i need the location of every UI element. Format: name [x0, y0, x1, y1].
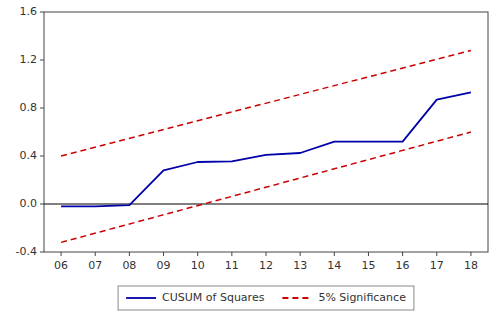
legend-item: CUSUM of Squares — [126, 291, 265, 304]
x-tick — [402, 252, 403, 256]
x-tick-label: 15 — [361, 259, 375, 272]
x-tick-label: 14 — [327, 259, 341, 272]
x-tick-label: 13 — [293, 259, 307, 272]
y-tick — [40, 12, 44, 13]
axes: -0.4 0.0 0.4 0.8 1.2 1.6 06 07 08 09 10 11 12 13 14 15 1… — [16, 5, 478, 272]
y-tick — [40, 60, 44, 61]
plot-area — [44, 50, 488, 242]
x-tick — [163, 252, 164, 256]
x-tick — [129, 252, 130, 256]
x-tick-label: 18 — [464, 259, 478, 272]
y-tick — [40, 156, 44, 157]
x-tick-label: 09 — [157, 259, 171, 272]
plot-frame — [44, 12, 488, 252]
legend-label: 5% Significance — [318, 291, 406, 304]
y-tick — [40, 252, 44, 253]
series-line — [61, 92, 471, 206]
x-tick-label: 07 — [88, 259, 102, 272]
legend-label: CUSUM of Squares — [162, 291, 265, 304]
legend-swatch — [282, 297, 312, 299]
x-tick — [470, 252, 471, 256]
y-tick — [40, 108, 44, 109]
series-line — [61, 50, 471, 156]
legend-swatch — [126, 297, 156, 299]
y-tick-label: -0.4 — [16, 245, 37, 258]
y-tick-label: 0.0 — [20, 197, 38, 210]
x-tick-label: 06 — [54, 259, 68, 272]
x-tick — [266, 252, 267, 256]
x-tick — [368, 252, 369, 256]
zero-line — [44, 204, 488, 205]
x-tick — [197, 252, 198, 256]
legend-item: 5% Significance — [282, 291, 406, 304]
x-tick-label: 17 — [430, 259, 444, 272]
legend-box — [118, 286, 414, 310]
x-tick — [436, 252, 437, 256]
y-tick-label: 1.6 — [20, 5, 38, 18]
x-tick-label: 12 — [259, 259, 273, 272]
x-tick — [95, 252, 96, 256]
x-tick — [61, 252, 62, 256]
x-tick-label: 11 — [225, 259, 239, 272]
y-tick-label: 0.4 — [20, 149, 38, 162]
x-tick-label: 10 — [191, 259, 205, 272]
x-tick — [300, 252, 301, 256]
chart: -0.4 0.0 0.4 0.8 1.2 1.6 06 07 08 09 10 11 12 13 14 15 1… — [0, 0, 500, 332]
x-tick-label: 08 — [122, 259, 136, 272]
y-tick-label: 1.2 — [20, 53, 38, 66]
series-line — [61, 132, 471, 242]
y-tick — [40, 204, 44, 205]
x-tick — [231, 252, 232, 256]
y-tick-label: 0.8 — [20, 101, 38, 114]
x-tick-label: 16 — [396, 259, 410, 272]
legend: CUSUM of Squares 5% Significance — [118, 286, 414, 310]
x-tick — [334, 252, 335, 256]
